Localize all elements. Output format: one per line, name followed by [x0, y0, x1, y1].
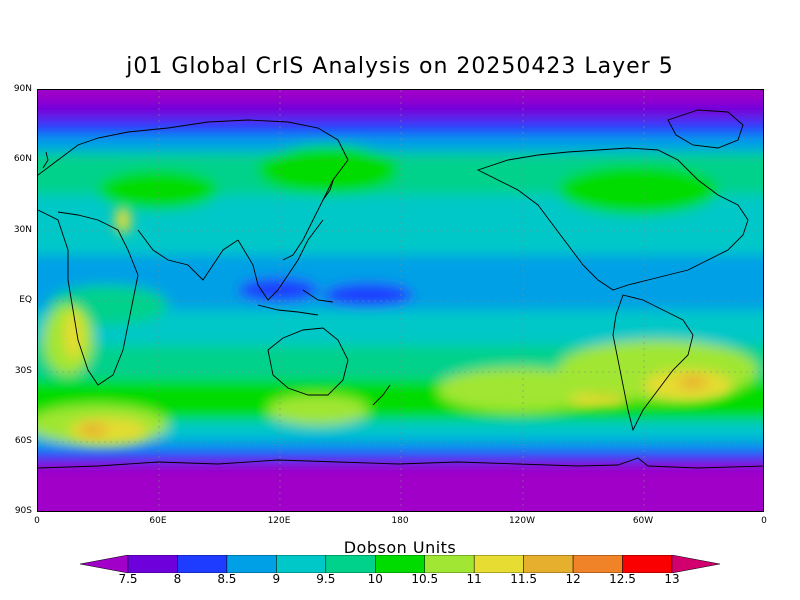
lat-label-90n: 90N: [13, 84, 32, 94]
lon-label-0-end: 0: [761, 516, 767, 526]
colorbar-segment-min: [80, 555, 129, 573]
lat-label-eq: EQ: [19, 295, 32, 305]
colorbar-tick-label: 9: [272, 572, 281, 586]
colorbar-tick-label: 10.5: [411, 572, 439, 586]
colorbar-tick-label: 8.5: [217, 572, 237, 586]
coastlines: [38, 109, 763, 469]
lat-label-30n: 30N: [13, 225, 32, 235]
lon-label-60e: 60E: [149, 516, 167, 526]
lat-label-30s: 30S: [14, 366, 32, 376]
colorbar-tick-label: 9.5: [316, 572, 336, 586]
ozone-field-svg: [38, 90, 763, 511]
colorbar-segment: [473, 555, 524, 573]
colorbar-segment: [127, 555, 178, 573]
lat-label-60s: 60S: [14, 436, 32, 446]
lon-label-120e: 120E: [267, 516, 291, 526]
colorbar-tick-label: 12: [565, 572, 581, 586]
lat-label-90s: 90S: [14, 506, 32, 516]
colorbar-tick-label: 11: [466, 572, 482, 586]
colorbar-segment-max: [671, 555, 720, 573]
lat-label-60n: 60N: [13, 154, 32, 164]
colorbar-segment: [572, 555, 623, 573]
lon-label-120w: 120W: [508, 516, 536, 526]
colorbar-tick-label: 10: [367, 572, 383, 586]
colorbar: [80, 555, 720, 573]
graticule: [38, 90, 763, 511]
colorbar-title: Dobson Units: [343, 538, 457, 557]
colorbar-tick-label: 11.5: [510, 572, 537, 586]
lon-label-60w: 60W: [632, 516, 654, 526]
colorbar-segment: [375, 555, 425, 573]
colorbar-segment: [523, 555, 574, 573]
colorbar-segment: [276, 555, 327, 573]
colorbar-segment: [177, 555, 228, 573]
colorbar-segment: [622, 555, 673, 573]
colorbar-tick-label: 7.5: [118, 572, 138, 586]
lon-label-180: 180: [391, 516, 409, 526]
colorbar-tick-label: 13: [664, 572, 680, 586]
ozone-map: [37, 89, 764, 512]
colorbar-tick-label: 12.5: [609, 572, 636, 586]
map-title: j01 Global CrIS Analysis on 20250423 Lay…: [126, 54, 674, 79]
colorbar-segment: [226, 555, 277, 573]
colorbar-segment: [325, 555, 376, 573]
colorbar-segment: [424, 555, 475, 573]
lon-label-0: 0: [34, 516, 40, 526]
colorbar-tick-label: 8: [173, 572, 182, 586]
